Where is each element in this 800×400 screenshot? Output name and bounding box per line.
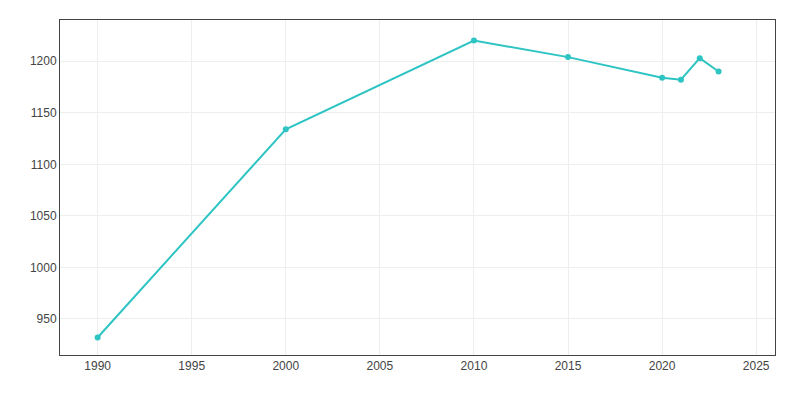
svg-text:950: 950 bbox=[37, 312, 57, 326]
svg-text:2020: 2020 bbox=[649, 359, 676, 373]
svg-text:2015: 2015 bbox=[555, 359, 582, 373]
svg-text:2010: 2010 bbox=[461, 359, 488, 373]
svg-text:1990: 1990 bbox=[84, 359, 111, 373]
svg-text:1050: 1050 bbox=[30, 209, 57, 223]
svg-text:2025: 2025 bbox=[743, 359, 770, 373]
svg-text:1150: 1150 bbox=[31, 106, 57, 120]
svg-text:1200: 1200 bbox=[30, 54, 57, 68]
svg-text:2000: 2000 bbox=[272, 359, 299, 373]
svg-text:2005: 2005 bbox=[367, 359, 394, 373]
svg-text:1000: 1000 bbox=[30, 261, 57, 275]
svg-text:1995: 1995 bbox=[178, 359, 205, 373]
svg-text:1100: 1100 bbox=[31, 158, 57, 172]
